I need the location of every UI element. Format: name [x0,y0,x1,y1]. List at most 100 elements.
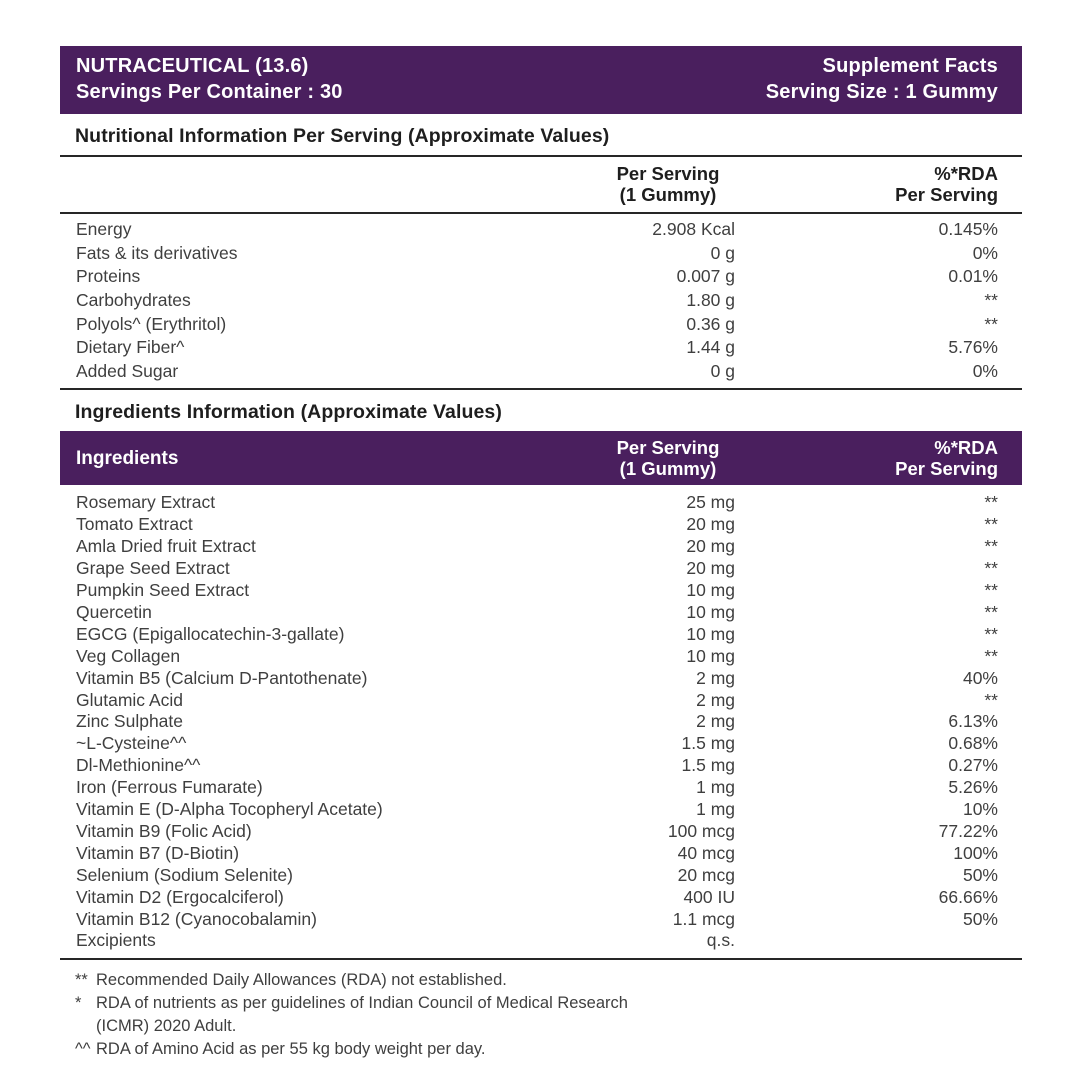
product-name: NUTRACEUTICAL (13.6) [76,55,309,77]
row-amount: q.s. [706,930,735,951]
row-name: Proteins [76,266,141,287]
column-header-rda: %*RDA Per Serving [735,437,998,479]
column-header-per-serving: Per Serving (1 Gummy) [555,437,735,479]
row-amount: 40 mcg [677,842,735,863]
row-name: Dietary Fiber^ [76,337,185,358]
header-left: NUTRACEUTICAL (13.6) Servings Per Contai… [76,54,343,105]
column-header-per-serving: Per Serving (1 Gummy) [555,163,735,205]
row-name: Vitamin B5 (Calcium D-Pantothenate) [76,667,368,688]
row-rda: ** [984,514,998,535]
table-row: Fats & its derivatives 0 g 0% [60,242,1022,266]
row-name: Selenium (Sodium Selenite) [76,864,293,885]
row-name: Added Sugar [76,360,179,381]
row-amount: 100 mcg [667,820,735,841]
divider [60,958,1022,961]
table-row: Energy 2.908 Kcal 0.145% [60,218,1022,242]
row-amount: 20 mg [686,558,735,579]
table-row: EGCG (Epigallocatechin-3-gallate) 10 mg ** [60,624,1022,646]
row-amount: 10 mg [686,579,735,600]
row-amount: 2.908 Kcal [652,219,735,240]
row-name: EGCG (Epigallocatechin-3-gallate) [76,623,345,644]
footnote-text: RDA of Amino Acid as per 55 kg body weig… [96,1040,486,1059]
one-gummy-label: (1 Gummy) [619,458,717,480]
footnotes: ** Recommended Daily Allowances (RDA) not… [60,969,1022,1061]
row-name: Grape Seed Extract [76,558,230,579]
row-amount: 10 mg [686,601,735,622]
nutrition-column-headers: Per Serving (1 Gummy) %*RDA Per Serving [60,157,1022,212]
row-amount: 0.36 g [686,313,735,334]
servings-per-container: Servings Per Container : 30 [76,80,343,103]
row-amount: 10 mg [686,623,735,644]
table-row: Dietary Fiber^ 1.44 g 5.76% [60,336,1022,360]
row-name: Quercetin [76,601,152,622]
table-row: Vitamin B9 (Folic Acid) 100 mcg 77.22% [60,821,1022,843]
per-serving-label: Per Serving [616,437,720,459]
label-content: NUTRACEUTICAL (13.6) Servings Per Contai… [60,46,1022,1061]
nutrition-rows: Energy 2.908 Kcal 0.145% Fats & its derivat… [60,214,1022,388]
row-amount: 0 g [710,242,735,263]
row-amount: 1 mg [696,799,735,820]
row-name: Iron (Ferrous Fumarate) [76,777,263,798]
table-row: Pumpkin Seed Extract 10 mg ** [60,580,1022,602]
row-rda: 6.13% [948,711,998,732]
row-name: Zinc Sulphate [76,711,184,732]
row-rda: 0.27% [948,755,998,776]
row-rda: ** [984,313,998,334]
row-rda: ** [984,492,998,513]
table-row: Glutamic Acid 2 mg ** [60,690,1022,712]
row-name: Dl-Methionine^^ [76,755,201,776]
row-amount: 2 mg [696,711,735,732]
row-rda: 0.145% [938,219,998,240]
footnote-text: RDA of nutrients as per guidelines of In… [96,994,628,1036]
row-name: Energy [76,219,132,240]
table-row: Vitamin B7 (D-Biotin) 40 mcg 100% [60,843,1022,865]
table-row: Vitamin B5 (Calcium D-Pantothenate) 2 mg 4… [60,668,1022,690]
table-row: Rosemary Extract 25 mg ** [60,492,1022,514]
row-name: Vitamin E (D-Alpha Tocopheryl Acetate) [76,799,383,820]
one-gummy-label: (1 Gummy) [619,184,717,206]
row-amount: 1.5 mg [681,755,736,776]
row-rda: 0.01% [948,266,998,287]
table-row: Vitamin E (D-Alpha Tocopheryl Acetate) 1 … [60,799,1022,821]
divider [60,155,1022,158]
row-amount: 1.44 g [686,337,735,358]
row-name: Amla Dried fruit Extract [76,536,256,557]
row-rda: 10% [962,799,998,820]
footnote: ** Recommended Daily Allowances (RDA) not… [75,969,1022,992]
table-row: Polyols^ (Erythritol) 0.36 g ** [60,313,1022,337]
row-rda: 5.76% [948,337,998,358]
row-rda: ** [984,558,998,579]
footnote-text: Recommended Daily Allowances (RDA) not e… [96,971,507,990]
row-name: Carbohydrates [76,289,191,310]
rda-label: %*RDA [934,163,998,185]
row-rda: ** [984,289,998,310]
table-row: Excipients q.s. [60,930,1022,952]
row-rda: 77.22% [938,820,998,841]
table-row: ~L-Cysteine^^ 1.5 mg 0.68% [60,733,1022,755]
row-name: Excipients [76,930,156,951]
row-name: Rosemary Extract [76,492,216,513]
row-name: Tomato Extract [76,514,193,535]
row-rda: 50% [962,864,998,885]
supplement-facts-title: Supplement Facts [822,55,998,77]
table-row: Vitamin B12 (Cyanocobalamin) 1.1 mcg 50% [60,909,1022,931]
row-amount: 20 mg [686,514,735,535]
table-row: Vitamin D2 (Ergocalciferol) 400 IU 66.66% [60,887,1022,909]
ingredient-rows: Rosemary Extract 25 mg ** Tomato Extract 20 … [60,485,1022,958]
nutrition-section: Nutritional Information Per Serving (App… [60,125,1022,391]
table-row: Selenium (Sodium Selenite) 20 mcg 50% [60,865,1022,887]
ingredients-heading: Ingredients Information (Approximate Val… [75,401,502,424]
table-row: Veg Collagen 10 mg ** [60,646,1022,668]
column-header-rda: %*RDA Per Serving [735,163,998,205]
table-row: Amla Dried fruit Extract 20 mg ** [60,536,1022,558]
row-rda: 40% [962,667,998,688]
row-amount: 20 mcg [677,864,735,885]
table-row: Zinc Sulphate 2 mg 6.13% [60,711,1022,733]
row-amount: 1 mg [696,777,735,798]
rda-label: %*RDA [934,437,998,459]
row-rda: 5.26% [948,777,998,798]
footnote-marker: ** [75,971,88,990]
table-row: Carbohydrates 1.80 g ** [60,289,1022,313]
header-right: Supplement Facts Serving Size : 1 Gummy [766,54,998,105]
